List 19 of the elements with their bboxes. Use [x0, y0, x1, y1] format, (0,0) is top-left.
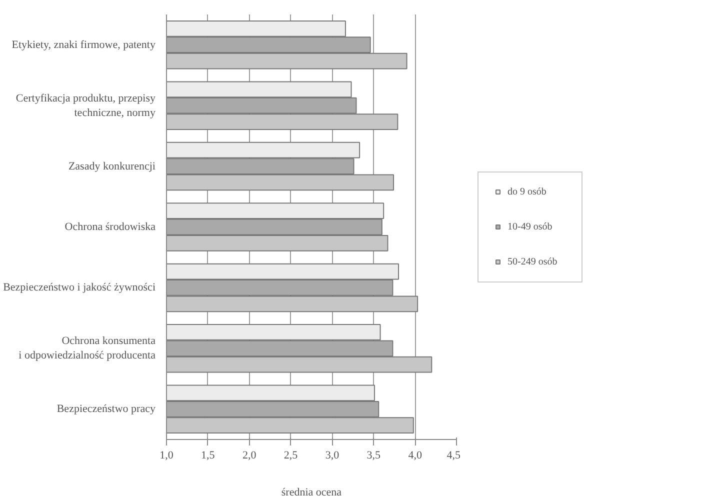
x-tick-label: 1,0: [160, 450, 174, 462]
x-tick-label: 4,5: [446, 450, 461, 462]
x-tick-label: 1,5: [201, 450, 216, 462]
x-tick-label: 2,5: [284, 450, 298, 462]
x-tick-label: 2,0: [242, 450, 257, 462]
y-tick-label: Bezpieczeństwo i jakość żywności: [3, 282, 156, 294]
legend-label: 10-49 osób: [508, 221, 554, 232]
y-tick-label: Zasady konkurencji: [68, 160, 156, 172]
x-tick-label: 3,0: [325, 450, 340, 462]
x-tick-label: 3,5: [366, 450, 382, 462]
x-tick-label: 4,0: [408, 450, 422, 462]
y-tick-label: Etykiety, znaki firmowe, patenty: [12, 38, 156, 51]
legend-label: do 9 osób: [508, 186, 548, 197]
y-tick-label: Ochrona środowiska: [64, 221, 156, 233]
y-tick-label: Bezpieczeństwo pracy: [56, 403, 156, 416]
y-tick-label: Certyfikacja produktu, przepisy techniczne, normy: [16, 92, 156, 119]
y-tick-label: Ochrona konsumenta i odpowiedzialność producenta: [18, 335, 156, 362]
legend-label: 50-249 osób: [508, 256, 558, 267]
x-axis-title: średnia ocena: [281, 486, 342, 498]
